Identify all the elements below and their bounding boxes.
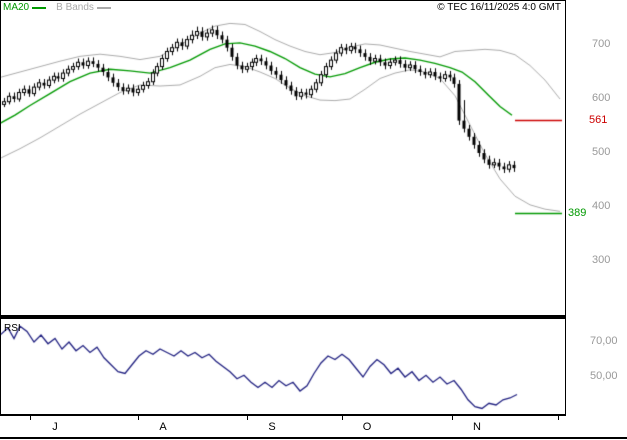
price-tick-label: 700 [592,38,611,50]
x-axis-tick [558,415,559,420]
panel-separator [0,315,566,319]
price-tick-label: 600 [592,92,611,104]
rsi-chart-canvas [0,320,566,414]
price-tick-label: 500 [592,146,611,158]
month-label: J [52,421,58,433]
plot-left-border [0,0,1,415]
copyright-text: © TEC 16/11/2025 4:0 GMT [437,2,561,13]
level-value-label: 389 [568,206,587,219]
price-chart-canvas [0,0,566,316]
price-tick-label: 300 [592,254,611,266]
x-axis-tick [452,415,453,420]
legend-item-ma20: MA20 [3,2,47,13]
rsi-tick-label: 50,00 [590,370,618,382]
ma20-line-sample-icon [32,6,47,9]
x-axis-tick [342,415,343,420]
x-axis-tick [30,415,31,420]
month-label: O [362,421,372,433]
legend: MA20 B Bands [3,2,111,13]
x-axis-line [0,414,566,416]
month-label: N [473,421,481,433]
month-label: A [159,421,167,433]
legend-item-bbands: B Bands [56,2,111,13]
plot-right-border [565,0,566,415]
bbands-line-sample-icon [96,6,111,9]
bottom-border [0,437,627,439]
price-tick-label: 400 [592,200,611,212]
level-value-label: 561 [589,114,608,127]
x-axis-tick [247,415,248,420]
rsi-panel-label: RSI [4,323,21,334]
legend-ma20-label: MA20 [3,2,30,13]
legend-bbands-label: B Bands [56,2,94,13]
x-axis-tick [138,415,139,420]
rsi-tick-label: 70,00 [590,335,618,347]
plot-top-border [0,0,566,1]
month-label: S [268,421,276,433]
